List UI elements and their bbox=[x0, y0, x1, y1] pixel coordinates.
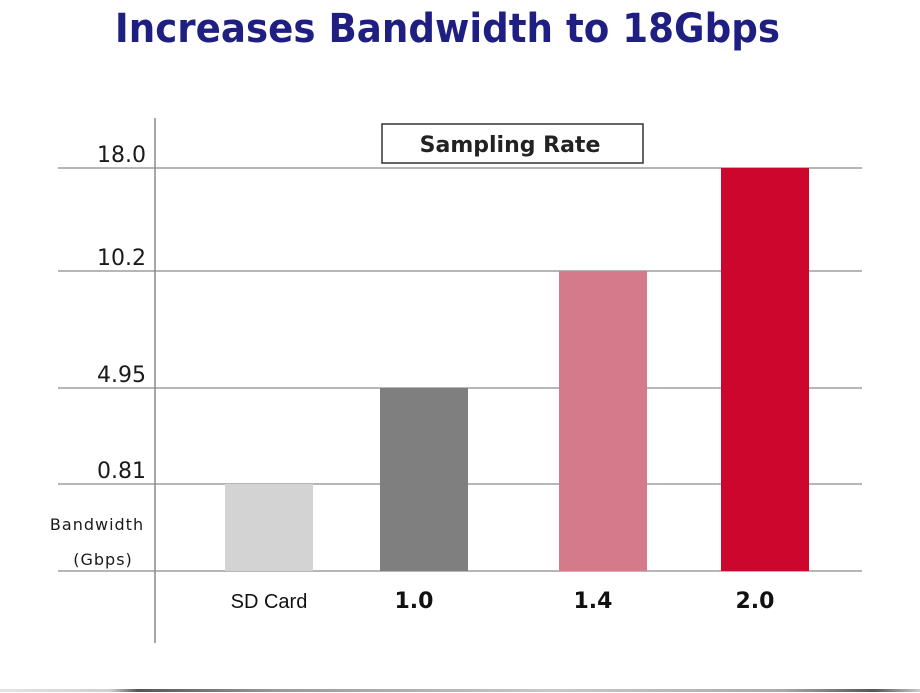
bar-1-0 bbox=[380, 388, 468, 571]
y-tick-label: 4.95 bbox=[97, 363, 146, 388]
chart-title: Increases Bandwidth to 18Gbps bbox=[114, 6, 780, 52]
y-axis-label: Bandwidth (Gbps) bbox=[50, 515, 144, 569]
x-category-label: 1.0 bbox=[395, 589, 434, 614]
x-category-labels: SD Card 1.0 1.4 2.0 bbox=[231, 589, 775, 614]
bar-2-0 bbox=[721, 168, 809, 571]
bar-1-4 bbox=[559, 271, 647, 571]
legend-box bbox=[381, 123, 644, 164]
y-tick-label: 10.2 bbox=[97, 246, 146, 271]
x-category-label: 1.4 bbox=[574, 589, 613, 614]
legend: Sampling Rate bbox=[381, 123, 644, 164]
y-axis-label-line-2: (Gbps) bbox=[73, 550, 133, 569]
x-category-label: 2.0 bbox=[736, 589, 775, 614]
y-tick-label: 0.81 bbox=[97, 459, 146, 484]
legend-label: Sampling Rate bbox=[420, 133, 601, 158]
bars bbox=[225, 168, 809, 571]
y-tick-labels: 0.81 4.95 10.2 18.0 bbox=[97, 143, 146, 484]
y-axis-label-line-1: Bandwidth bbox=[50, 515, 144, 534]
bar-sd-card bbox=[225, 484, 313, 571]
y-tick-label: 18.0 bbox=[97, 143, 146, 168]
footer-divider bbox=[0, 689, 920, 692]
x-category-label: SD Card bbox=[231, 591, 308, 613]
